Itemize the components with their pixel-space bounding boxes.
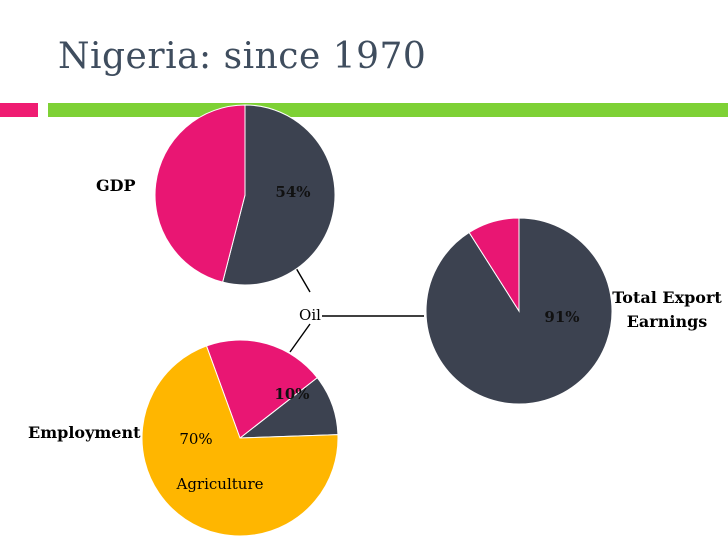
oil-center-label: Oil	[299, 306, 321, 324]
employment-chart-title: Employment	[28, 423, 141, 442]
export-chart-title-line2: Earnings	[627, 312, 708, 331]
employment-agriculture-category-label: Agriculture	[176, 475, 264, 493]
gdp-chart-title: GDP	[96, 176, 136, 195]
pie-slices-group	[141, 104, 613, 537]
gdp-slice-other	[154, 104, 246, 283]
accent-bar-pink	[0, 103, 38, 117]
connector-line-employment	[289, 323, 311, 353]
employment-slice-agriculture	[141, 345, 339, 537]
gdp-slice-oil	[222, 104, 336, 286]
employment-slice-other	[205, 339, 318, 439]
export-chart-title-line1: Total Export	[612, 288, 722, 307]
export-slice-other	[468, 217, 520, 313]
employment-agriculture-data-label: 70%	[179, 430, 212, 448]
connector-line-gdp	[295, 267, 311, 293]
export-oil-data-label: 91%	[544, 308, 579, 326]
employment-oil-data-label: 10%	[274, 385, 309, 403]
slide-title: Nigeria: since 1970	[58, 36, 427, 77]
gdp-oil-data-label: 54%	[275, 183, 310, 201]
